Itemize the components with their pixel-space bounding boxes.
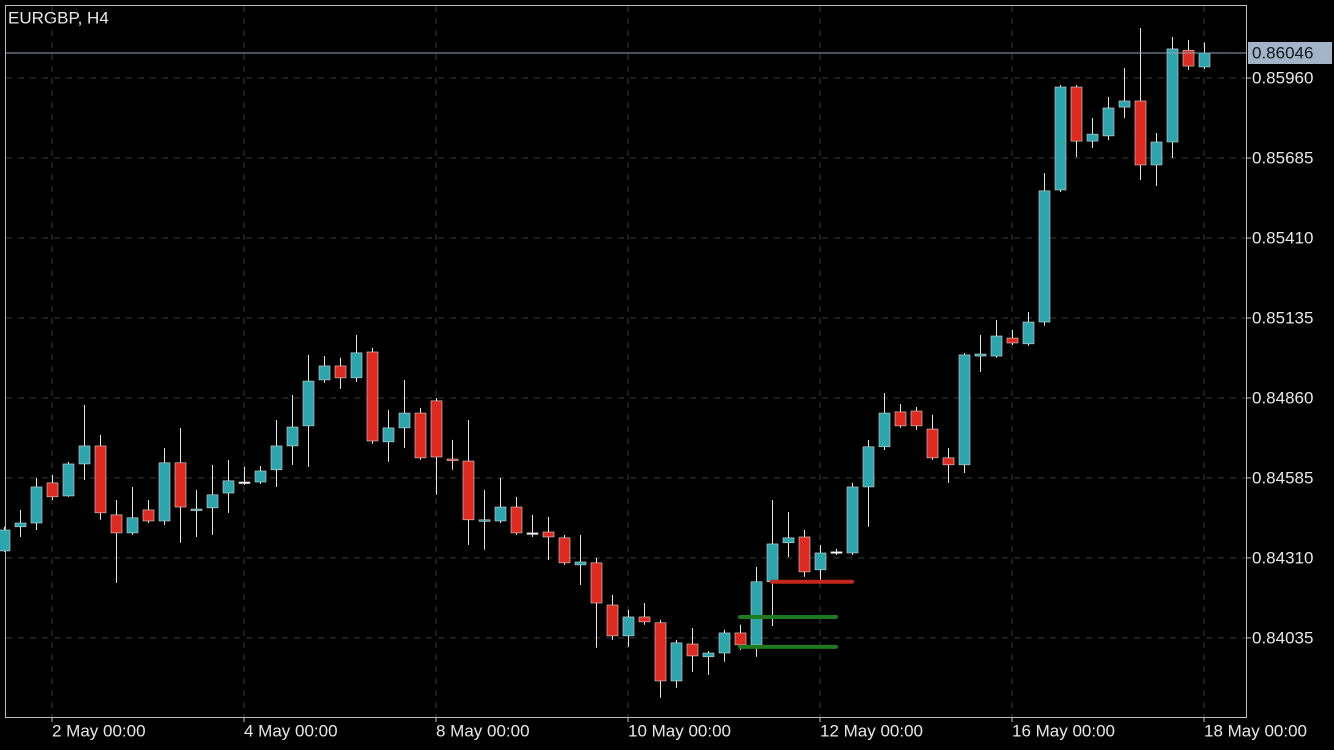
candle-body — [1166, 48, 1179, 143]
candle-body — [734, 632, 747, 646]
candle-body — [478, 519, 491, 522]
candle-body — [574, 561, 587, 566]
y-tick-label: 0.84860 — [1252, 388, 1313, 407]
candle-body — [782, 537, 795, 544]
y-tick-label: 0.85135 — [1252, 308, 1313, 327]
candle-body — [1054, 86, 1067, 191]
plot-frame — [5, 5, 1247, 718]
candle-body — [1150, 141, 1163, 166]
x-tick-label: 18 May 00:00 — [1204, 721, 1307, 740]
candle-body — [878, 412, 891, 448]
candle-body — [606, 604, 619, 637]
candle-body — [590, 562, 603, 604]
candle-body — [1102, 107, 1115, 137]
candle-body — [318, 365, 331, 381]
candle-body — [1182, 50, 1195, 67]
chart-title: EURGBP, H4 — [8, 8, 109, 27]
candle-body — [750, 581, 763, 646]
candle-body — [702, 652, 715, 658]
candle-body — [334, 365, 347, 379]
candle-body — [430, 400, 443, 458]
candle-body — [1134, 100, 1147, 166]
y-tick-label: 0.84310 — [1252, 548, 1313, 567]
candle-body — [0, 529, 11, 552]
candle-body — [974, 353, 987, 357]
candle-body — [30, 486, 43, 524]
current-price-box — [1248, 41, 1332, 64]
y-tick-label: 0.85410 — [1252, 228, 1313, 247]
candle-body — [1038, 190, 1051, 323]
candle-body — [670, 642, 683, 682]
candle-body — [926, 428, 939, 459]
candle-body — [414, 412, 427, 459]
candle-body — [174, 462, 187, 508]
candle-body — [718, 632, 731, 654]
candle-body — [622, 616, 635, 637]
candle-body — [206, 494, 219, 509]
candle-body — [1118, 100, 1131, 108]
y-tick-label: 0.84585 — [1252, 468, 1313, 487]
x-tick-label: 10 May 00:00 — [628, 721, 731, 740]
current-price-label: 0.86046 — [1252, 43, 1313, 62]
candle-body — [254, 470, 267, 483]
candle-body — [286, 426, 299, 447]
candle-body — [1086, 133, 1099, 142]
candle-body — [638, 616, 651, 623]
candle-body — [958, 354, 971, 466]
y-tick-label: 0.85960 — [1252, 68, 1313, 87]
x-tick-label: 8 May 00:00 — [436, 721, 530, 740]
candle-body — [910, 410, 923, 427]
candle-body — [654, 622, 667, 682]
candle-body — [862, 446, 875, 488]
candle-body — [158, 462, 171, 522]
y-tick-label: 0.85685 — [1252, 148, 1313, 167]
candle-body — [558, 537, 571, 564]
candle-body — [270, 445, 283, 471]
candle-body — [14, 522, 27, 528]
x-tick-label: 4 May 00:00 — [244, 721, 338, 740]
candle-body — [110, 514, 123, 534]
candle-body — [990, 335, 1003, 357]
candle-body — [894, 411, 907, 427]
candle-body — [542, 531, 555, 538]
candle-body — [126, 517, 139, 534]
y-tick-label: 0.84035 — [1252, 628, 1313, 647]
candle-body — [1022, 321, 1035, 345]
candle-body — [398, 412, 411, 429]
candle-body — [366, 351, 379, 442]
candle-body — [846, 486, 859, 554]
candle-body — [1198, 52, 1211, 68]
candle-body — [766, 543, 779, 583]
candle-body — [510, 506, 523, 534]
candle-body — [350, 352, 363, 379]
candle-body — [1070, 86, 1083, 142]
candle-body — [462, 460, 475, 521]
candle-body — [942, 457, 955, 466]
x-tick-label: 16 May 00:00 — [1012, 721, 1115, 740]
candle-body — [142, 509, 155, 522]
candle-body — [382, 427, 395, 443]
candle-body — [830, 551, 843, 554]
candle-body — [814, 552, 827, 571]
x-tick-label: 12 May 00:00 — [820, 721, 923, 740]
candle-body — [62, 463, 75, 497]
candle-body — [94, 445, 107, 514]
candle-body — [238, 481, 251, 484]
candle-body — [302, 380, 315, 427]
candle-body — [222, 480, 235, 494]
candle-body — [446, 458, 459, 461]
x-tick-label: 2 May 00:00 — [52, 721, 146, 740]
candle-body — [526, 532, 539, 535]
candle-body — [46, 482, 59, 498]
candle-body — [78, 445, 91, 465]
candle-body — [686, 643, 699, 657]
candle-body — [494, 506, 507, 522]
candle-body — [190, 508, 203, 511]
candle-body — [1006, 337, 1019, 344]
candle-body — [798, 536, 811, 573]
